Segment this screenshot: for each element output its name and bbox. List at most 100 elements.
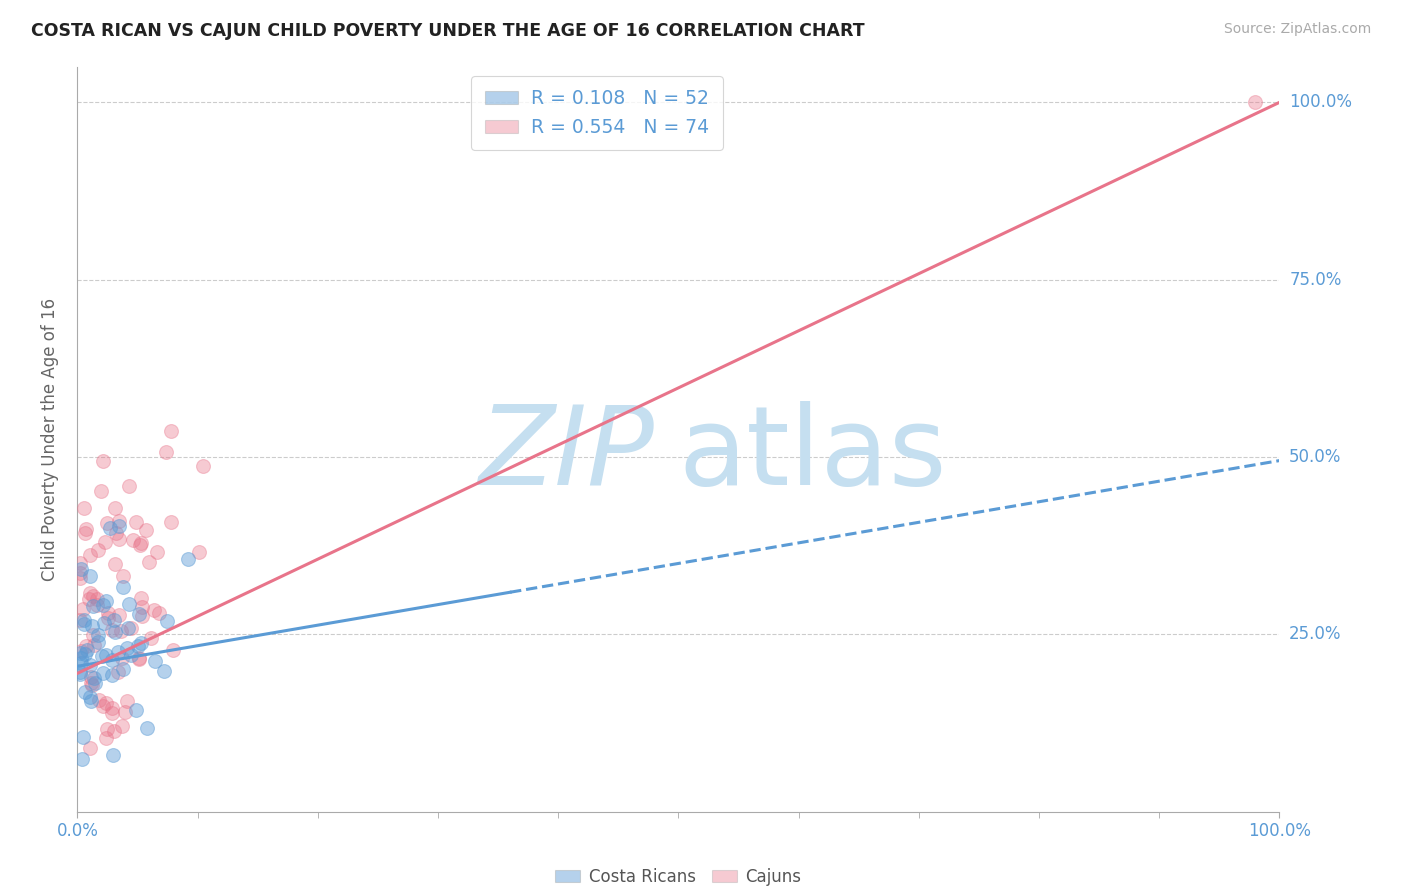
Text: COSTA RICAN VS CAJUN CHILD POVERTY UNDER THE AGE OF 16 CORRELATION CHART: COSTA RICAN VS CAJUN CHILD POVERTY UNDER… — [31, 22, 865, 40]
Point — [80, 694, 103, 708]
Point — [125, 515, 148, 529]
Text: ZIP: ZIP — [478, 401, 654, 508]
Point — [120, 622, 142, 636]
Legend: Costa Ricans, Cajuns: Costa Ricans, Cajuns — [548, 861, 808, 892]
Point — [115, 640, 138, 655]
Point — [143, 602, 166, 616]
Point — [107, 607, 129, 622]
Text: 25.0%: 25.0% — [1289, 625, 1341, 643]
Point — [96, 723, 118, 737]
Point — [75, 640, 97, 654]
Point — [155, 445, 177, 459]
Point — [114, 705, 136, 719]
Point — [79, 690, 101, 705]
Point — [177, 552, 200, 566]
Point — [69, 646, 91, 660]
Point — [69, 650, 91, 665]
Point — [112, 569, 135, 583]
Point — [82, 628, 104, 642]
Point — [75, 685, 97, 699]
Point — [87, 634, 110, 648]
Point — [111, 650, 134, 665]
Point — [118, 478, 141, 492]
Point — [79, 586, 101, 600]
Point — [127, 639, 149, 653]
Point — [79, 549, 101, 563]
Point — [100, 667, 122, 681]
Point — [87, 628, 110, 642]
Point — [129, 591, 152, 606]
Point — [138, 555, 160, 569]
Point — [101, 653, 124, 667]
Point — [110, 719, 132, 733]
Point — [146, 545, 169, 559]
Point — [135, 523, 157, 537]
Point — [128, 650, 150, 665]
Point — [136, 721, 159, 735]
Point — [70, 657, 93, 671]
Point — [91, 454, 114, 468]
Point — [96, 696, 118, 710]
Point — [83, 671, 105, 685]
Point — [97, 611, 120, 625]
Point — [193, 458, 215, 473]
Point — [104, 624, 127, 639]
Point — [1244, 95, 1267, 110]
Point — [79, 658, 101, 673]
Point — [188, 545, 211, 559]
Point — [94, 535, 117, 549]
Point — [77, 591, 100, 606]
Point — [104, 526, 127, 541]
Point — [108, 514, 131, 528]
Point — [97, 607, 120, 621]
Point — [104, 500, 127, 515]
Point — [104, 558, 127, 572]
Point — [79, 568, 101, 582]
Text: 75.0%: 75.0% — [1289, 270, 1341, 289]
Point — [159, 425, 181, 439]
Y-axis label: Child Poverty Under the Age of 16: Child Poverty Under the Age of 16 — [41, 298, 59, 581]
Point — [94, 648, 117, 663]
Point — [107, 645, 129, 659]
Point — [139, 631, 162, 645]
Point — [129, 538, 152, 552]
Point — [75, 648, 97, 662]
Point — [91, 699, 114, 714]
Point — [91, 649, 114, 664]
Text: 100.0%: 100.0% — [1289, 94, 1353, 112]
Point — [69, 571, 91, 585]
Point — [131, 609, 153, 624]
Point — [117, 621, 139, 635]
Point — [111, 663, 134, 677]
Point — [69, 613, 91, 627]
Point — [69, 562, 91, 576]
Point — [79, 740, 101, 755]
Point — [94, 731, 117, 745]
Point — [82, 599, 104, 613]
Point — [120, 648, 142, 663]
Text: atlas: atlas — [679, 401, 946, 508]
Point — [80, 678, 103, 692]
Point — [82, 589, 104, 603]
Point — [125, 703, 148, 717]
Point — [100, 706, 122, 720]
Text: Source: ZipAtlas.com: Source: ZipAtlas.com — [1223, 22, 1371, 37]
Point — [86, 598, 108, 612]
Point — [83, 638, 105, 652]
Point — [70, 752, 93, 766]
Point — [108, 532, 131, 546]
Point — [72, 730, 94, 744]
Point — [90, 483, 112, 498]
Point — [122, 533, 145, 547]
Point — [100, 521, 122, 535]
Point — [73, 501, 96, 516]
Point — [100, 701, 122, 715]
Point — [69, 556, 91, 570]
Point — [91, 599, 114, 613]
Point — [131, 600, 153, 615]
Point — [75, 522, 97, 536]
Point — [112, 580, 135, 594]
Point — [73, 526, 96, 541]
Point — [79, 676, 101, 690]
Point — [91, 665, 114, 680]
